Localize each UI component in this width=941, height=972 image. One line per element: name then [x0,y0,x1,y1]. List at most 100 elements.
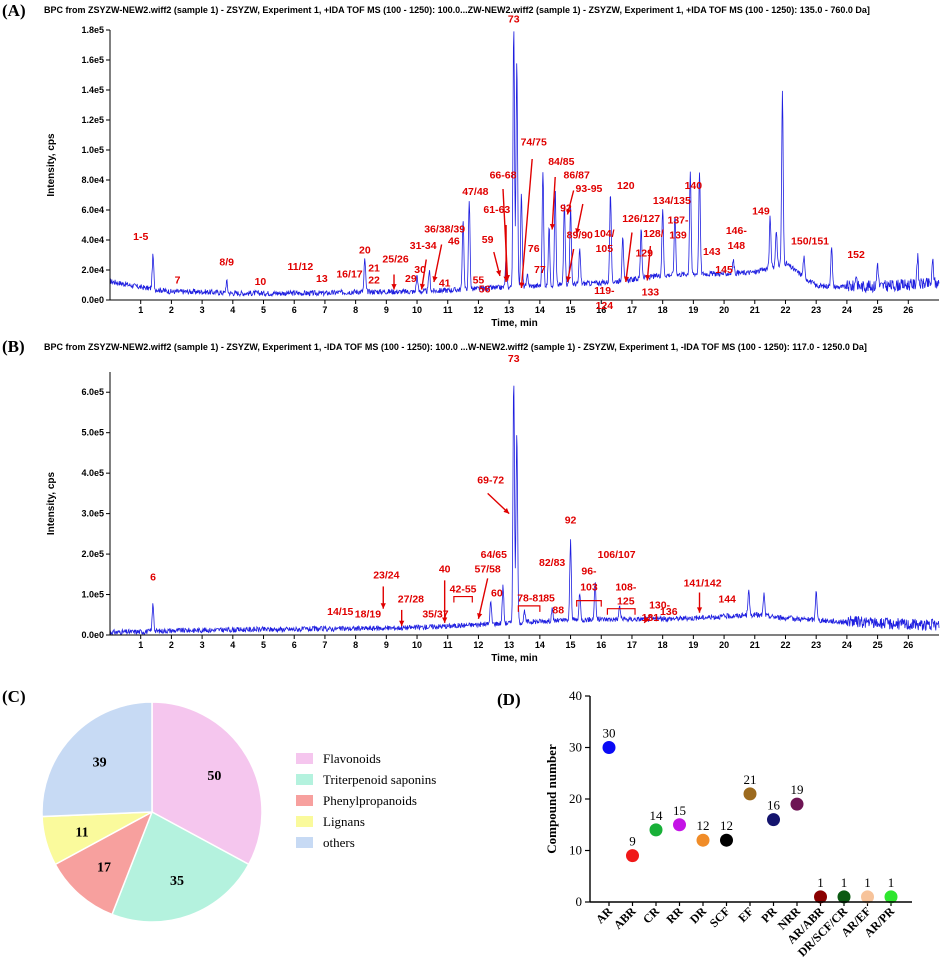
y-tick-label: 0.0e0 [81,295,104,305]
peak-annotation: 42-55 [450,584,477,596]
peak-annotation: 64/65 [481,549,507,561]
x-tick-label: 2 [169,640,174,650]
annotation-arrow [433,244,443,283]
y-tick-label: 5.0e5 [81,428,104,438]
y-tick-label: 2.0e5 [81,549,104,559]
peak-annotation: 150/151 [791,236,829,248]
x-tick-label: 6 [292,640,297,650]
annotation-arrowhead [565,276,572,282]
peak-annotation: 125 [617,596,635,608]
pie-value-label: 17 [97,860,111,875]
compound-point [626,849,639,863]
pie-slice [111,810,250,923]
peak-annotation: 133 [642,287,660,299]
peak-annotation: 149 [752,206,770,218]
x-tick-label: 21 [750,305,760,315]
point-value-label: 1 [817,875,824,890]
peak-annotation: 61-63 [483,204,510,216]
peak-annotation: 14/15 [327,606,353,618]
legend-label: Lignans [323,814,365,829]
x-tick-label: 26 [903,640,913,650]
compound-point [602,741,616,754]
chromatogram-a-xlabel: Time, min [491,318,538,329]
pie-value-label: 50 [207,769,221,784]
peak-annotation: 85 [543,592,555,604]
pie-chart: 50 35 17 11 39 Flavonoids Triterpenoid saponi… [41,701,436,923]
peak-annotation: 57/58 [475,563,501,575]
peak-annotation: 139 [669,230,687,242]
point-value-label: 14 [650,808,664,823]
point-value-label: 19 [791,782,804,797]
x-tick-label: 4 [230,305,235,315]
compound-plot-y-axis: 0 10 20 30 40 [569,688,590,909]
x-tick-label: 20 [719,305,729,315]
legend-swatch [296,837,313,848]
x-tick-label: 23 [811,305,821,315]
y-tick-label: 6.0e4 [81,205,104,215]
peak-annotation: 73 [508,353,520,365]
chromatogram-a-ylabel: Intensity, cps [46,133,57,197]
point-value-label: 1 [888,875,895,890]
chromatogram-b-header: BPC from ZSYZW-NEW2.wiff2 (sample 1) - Z… [44,342,867,352]
annotation-bracket [517,605,541,612]
y-tick-label: 1.0e5 [81,145,104,155]
x-tick-label: 26 [903,305,913,315]
compound-point [649,823,663,837]
x-tick-label: 6 [292,305,297,315]
compound-point [790,797,804,811]
x-tick-label: 21 [750,640,760,650]
annotation-arrowhead [519,282,525,288]
peak-annotation: 141/142 [684,577,722,589]
peak-annotation: 124 [596,300,614,312]
peak-annotation: 148 [728,240,746,252]
peak-annotation: 92 [560,203,572,215]
chromatogram-a: 0.0e0 2.0e4 4.0e4 6.0e4 8.0e4 1.0e5 1.2e5 1.4e5… [46,14,940,329]
peak-annotation: 60 [491,588,503,600]
x-tick-label: 11 [443,640,453,650]
x-tick-label: 16 [596,305,606,315]
x-category-label: DR [687,904,709,926]
point-value-label: 30 [603,726,616,741]
x-tick-label: 2 [169,305,174,315]
x-tick-label: 3 [200,305,205,315]
pie-value-label: 39 [93,756,107,771]
x-tick-label: 5 [261,640,266,650]
peak-annotation: 103 [580,581,598,593]
x-tick-label: 22 [780,305,790,315]
peak-annotation: 130- [649,600,671,612]
peak-annotation: 137- [668,215,690,227]
x-category-label: RR [663,904,685,926]
peak-annotation: 143 [703,246,721,258]
chromatogram-a-x-axis: 1 2 3 4 5 6 7 8 9 10 11 12 13 14 15 16 17 18 19 20 21 22 23 24 2… [138,300,913,315]
x-tick-label: 17 [627,305,637,315]
x-category-label: CR [640,904,662,926]
y-tick-label: 2.0e4 [81,265,104,275]
annotation-arrowhead [380,603,386,609]
peak-annotation: 36/38/39 [424,224,465,236]
peak-annotation: 152 [847,249,865,261]
peak-annotation: 84/85 [548,156,574,168]
pie-slices [41,701,263,923]
point-value-label: 1 [841,875,848,890]
annotation-arrowhead [623,276,630,282]
x-tick-label: 25 [873,640,883,650]
peak-annotation: 119- [594,285,615,297]
x-tick-label: 8 [353,305,358,315]
point-value-label: 16 [767,798,781,813]
x-tick-label: 9 [384,305,389,315]
y-tick-label: 30 [569,740,582,755]
peak-annotation: 88 [552,605,564,617]
peak-annotation: 13 [316,273,328,285]
y-tick-label: 10 [569,843,582,858]
annotation-bracket [606,608,636,615]
legend-swatch [296,774,313,785]
panel-label-a: (A) [2,1,26,20]
x-tick-label: 22 [780,640,790,650]
peak-annotation: 146- [726,225,748,237]
peak-annotation: 77 [534,264,546,276]
x-tick-label: 14 [535,305,545,315]
peak-annotation: 25/26 [382,254,408,266]
legend-swatch [296,816,313,827]
annotation-arrowhead [645,274,651,281]
